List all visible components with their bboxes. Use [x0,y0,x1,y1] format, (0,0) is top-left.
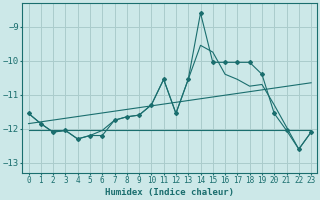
X-axis label: Humidex (Indice chaleur): Humidex (Indice chaleur) [105,188,234,197]
